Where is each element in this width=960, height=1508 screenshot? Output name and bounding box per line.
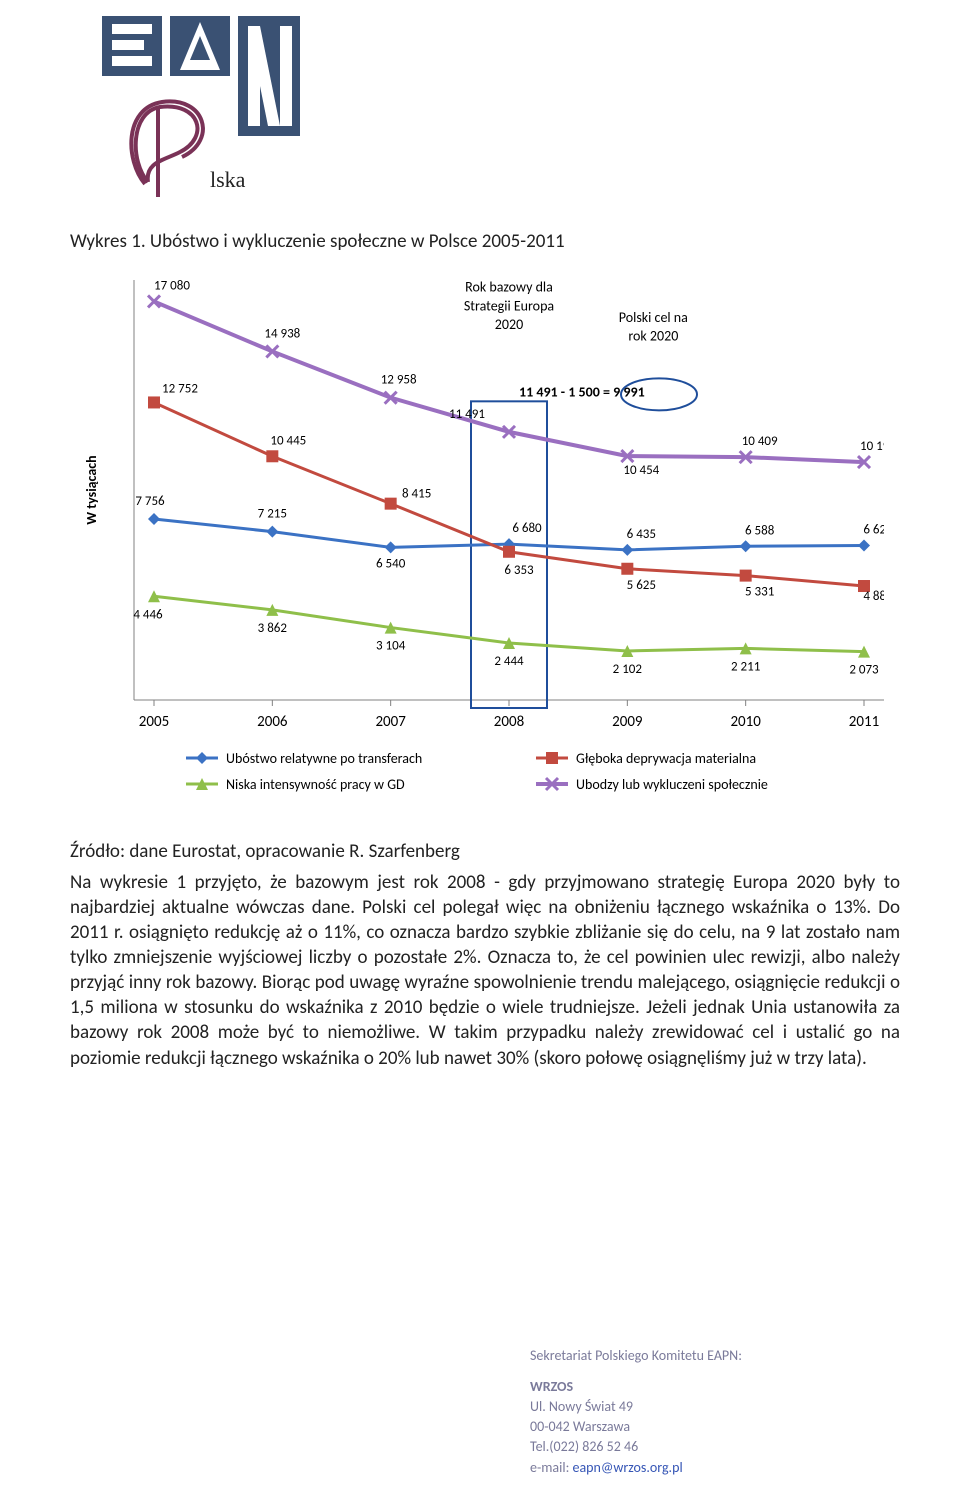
svg-text:Ubodzy lub wykluczeni społeczn: Ubodzy lub wykluczeni społecznie [576,776,768,793]
footer-contact: Sekretariat Polskiego Komitetu EAPN: WRZ… [530,1346,742,1478]
footer-addr2: 00-042 Warszawa [530,1417,742,1437]
svg-text:2 073: 2 073 [849,663,879,678]
chart-source: Źródło: dane Eurostat, opracowanie R. Sz… [70,840,460,863]
svg-text:Strategii Europa: Strategii Europa [464,297,554,314]
svg-text:6 353: 6 353 [504,563,534,578]
svg-text:3 862: 3 862 [258,621,288,636]
svg-text:10 445: 10 445 [270,433,306,448]
svg-text:6 623: 6 623 [863,522,884,537]
eapn-logo: lska [90,12,320,202]
svg-text:2009: 2009 [612,713,643,731]
footer-tel: Tel.(022) 826 52 46 [530,1437,742,1457]
svg-text:12 958: 12 958 [381,373,417,388]
analysis-paragraph: Na wykresie 1 przyjęto, że bazowym jest … [70,870,900,1071]
svg-text:12 752: 12 752 [162,381,198,396]
footer-email-value: eapn@wrzos.org.pl [572,1459,682,1476]
svg-text:10 409: 10 409 [742,434,778,449]
footer-org: WRZOS [530,1377,742,1397]
svg-text:rok 2020: rok 2020 [628,328,678,345]
svg-text:6 435: 6 435 [627,527,656,542]
svg-text:Ubóstwo relatywne po transfera: Ubóstwo relatywne po transferach [226,750,422,767]
svg-text:6 680: 6 680 [512,521,542,536]
svg-text:2008: 2008 [494,713,524,731]
svg-text:7 215: 7 215 [258,507,287,522]
svg-text:8 415: 8 415 [402,487,431,502]
svg-text:Polski cel na: Polski cel na [619,309,688,326]
svg-text:2 211: 2 211 [731,659,760,674]
footer-heading: Sekretariat Polskiego Komitetu EAPN: [530,1346,742,1366]
svg-text:5 331: 5 331 [745,585,774,600]
svg-text:10 454: 10 454 [623,463,659,478]
footer-email-label: e-mail: [530,1459,572,1476]
footer-email: e-mail: eapn@wrzos.org.pl [530,1458,742,1478]
svg-text:2 444: 2 444 [494,654,524,669]
svg-text:11 491: 11 491 [449,407,485,422]
svg-text:2011: 2011 [849,713,879,731]
svg-text:7 756: 7 756 [135,494,165,509]
svg-text:2010: 2010 [730,713,761,731]
svg-text:2005: 2005 [139,713,169,731]
svg-text:2007: 2007 [375,713,406,731]
svg-text:Głęboka deprywacja materialna: Głęboka deprywacja materialna [576,750,756,767]
svg-text:Niska intensywność pracy w GD: Niska intensywność pracy w GD [226,776,405,793]
svg-text:W tysiącach: W tysiącach [83,455,100,524]
svg-text:2 102: 2 102 [613,662,643,677]
svg-text:3 104: 3 104 [376,639,406,654]
svg-text:6 588: 6 588 [745,523,775,538]
figure-title: Wykres 1. Ubóstwo i wykluczenie społeczn… [70,230,565,253]
svg-text:2020: 2020 [495,316,523,333]
logo-text: lska [210,167,246,192]
svg-text:10 196: 10 196 [860,439,884,454]
svg-text:2006: 2006 [257,713,288,731]
poverty-chart: W tysiącach 2005 2006 2007 2008 2009 2010 2011 R… [76,270,884,825]
svg-text:Rok bazowy dla: Rok bazowy dla [465,279,553,296]
svg-text:14 938: 14 938 [264,326,300,341]
svg-text:17 080: 17 080 [154,278,190,293]
svg-text:4 885: 4 885 [863,589,884,604]
footer-addr1: Ul. Nowy Świat 49 [530,1397,742,1417]
svg-text:4 446: 4 446 [133,607,163,622]
svg-text:5 625: 5 625 [627,578,656,593]
svg-text:6 540: 6 540 [376,556,406,571]
